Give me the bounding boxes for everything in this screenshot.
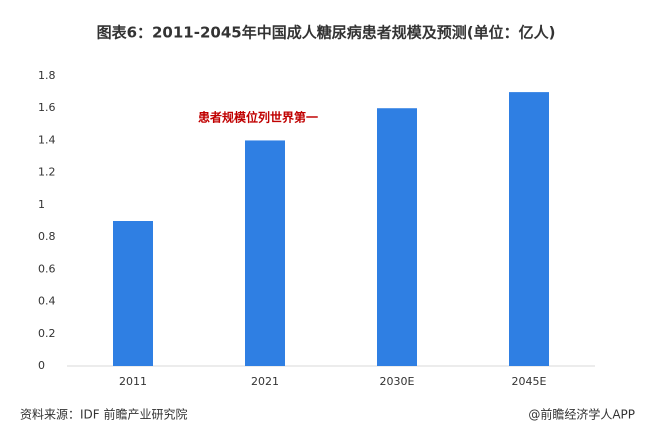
chart-title: 图表6：2011-2045年中国成人糖尿病患者规模及预测(单位：亿人) — [97, 24, 556, 42]
x-tick-label: 2011 — [119, 375, 147, 388]
credit: @前瞻经济学人APP — [528, 407, 635, 422]
y-tick-label: 1 — [38, 198, 45, 211]
bar — [377, 108, 417, 366]
y-tick-label: 0.8 — [38, 230, 56, 243]
source: 资料来源：IDF 前瞻产业研究院 — [20, 407, 188, 422]
bar — [245, 140, 285, 366]
x-tick-label: 2030E — [380, 375, 415, 388]
y-tick-label: 1.4 — [38, 133, 56, 146]
y-tick-label: 1.2 — [38, 166, 56, 179]
annotation: 患者规模位列世界第一 — [198, 110, 318, 125]
y-tick-label: 0 — [38, 359, 45, 372]
y-tick-label: 0.2 — [38, 327, 56, 340]
y-tick-label: 0.6 — [38, 262, 56, 275]
bar — [509, 92, 549, 366]
y-tick-label: 0.4 — [38, 295, 56, 308]
y-tick-label: 1.6 — [38, 101, 56, 114]
y-tick-label: 1.8 — [38, 69, 56, 82]
x-tick-label: 2045E — [512, 375, 547, 388]
bar — [113, 221, 153, 366]
x-tick-label: 2021 — [251, 375, 279, 388]
